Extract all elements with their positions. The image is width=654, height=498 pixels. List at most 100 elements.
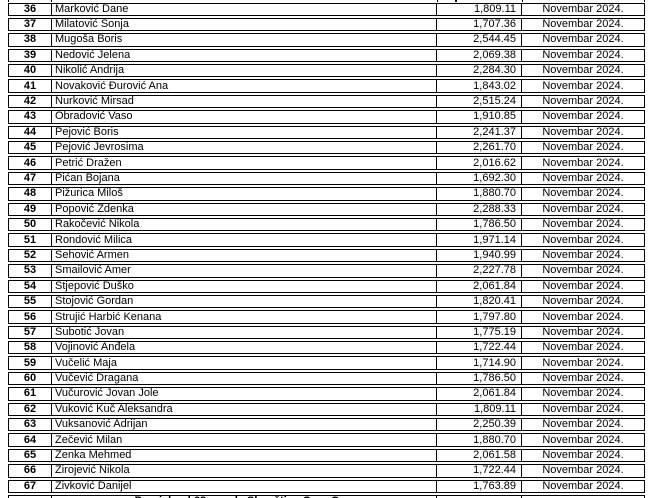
table-row: 47 Pićan Bojana 1,692.30 Novembar 2024.	[8, 171, 645, 186]
employee-name: Strujić Harbić Kenana	[51, 310, 437, 324]
salary-month: Novembar 2024.	[521, 141, 645, 155]
salary-amount: 2,227.78	[436, 264, 522, 278]
salary-month: Novembar 2024.	[521, 110, 645, 124]
table-row: 40 Nikolić Andrija 2,284.30 Novembar 202…	[8, 64, 645, 78]
salary-amount: 1,763.89	[436, 479, 522, 493]
row-number: 36	[8, 2, 52, 16]
table-row: 63 Vuksanović Adrijan 2,250.39 Novembar …	[8, 418, 645, 432]
salary-amount: 2,288.33	[436, 202, 522, 216]
salary-amount: 2,061.84	[436, 279, 522, 293]
employee-name: Zečević Milan	[51, 433, 437, 447]
table-row: 37 Milatović Sonja 1,707.36 Novembar 202…	[8, 17, 645, 32]
salary-month: Novembar 2024.	[521, 479, 645, 493]
row-number: 45	[8, 141, 52, 155]
table-border-stub	[522, 0, 523, 2]
salary-month: Novembar 2024.	[521, 33, 645, 47]
row-number: 38	[8, 33, 52, 47]
table-row: 58 Vojinović Anđela 1,722.44 Novembar 20…	[8, 341, 645, 355]
salary-month: Novembar 2024.	[521, 217, 645, 232]
salary-amount: 1,971.14	[436, 233, 522, 247]
employee-name: Milatović Sonja	[51, 17, 437, 32]
salary-amount: 2,061.58	[436, 448, 522, 463]
row-number: 58	[8, 341, 52, 355]
salary-table: 36 Marković Dane 1,809.11 Novembar 2024.…	[8, 0, 645, 498]
salary-amount: 1,786.50	[436, 371, 522, 386]
table-row: 61 Vučurović Jovan Jole 2,061.84 Novemba…	[8, 387, 645, 401]
table-border-stub	[644, 0, 645, 2]
table-row: 45 Pejović Jevrosima 2,261.70 Novembar 2…	[8, 141, 645, 155]
employee-name: Popović Zdenka	[51, 202, 437, 216]
summary-month	[521, 495, 645, 498]
employee-name: Pejović Boris	[51, 125, 437, 140]
row-number: 47	[8, 171, 52, 186]
salary-month: Novembar 2024.	[521, 79, 645, 93]
employee-name: Pićan Bojana	[51, 171, 437, 186]
salary-amount: 1,880.70	[436, 187, 522, 201]
employee-name: Vuković Kuč Aleksandra	[51, 402, 437, 417]
row-number: 37	[8, 17, 52, 32]
salary-month: Novembar 2024.	[521, 294, 645, 309]
salary-month: Novembar 2024.	[521, 48, 645, 63]
row-number: 51	[8, 233, 52, 247]
table-row: 55 Stojović Gordan 1,820.41 Novembar 202…	[8, 294, 645, 309]
table-row: 56 Strujić Harbić Kenana 1,797.80 Novemb…	[8, 310, 645, 324]
salary-month: Novembar 2024.	[521, 17, 645, 32]
table-row: 62 Vuković Kuč Aleksandra 1,809.11 Novem…	[8, 402, 645, 417]
table-row: 46 Petrić Dražen 2,016.62 Novembar 2024.	[8, 156, 645, 170]
employee-name: Rondović Milica	[51, 233, 437, 247]
table-row: 48 Pižurica Miloš 1,880.70 Novembar 2024…	[8, 187, 645, 201]
row-number: 65	[8, 448, 52, 463]
salary-amount: 2,241.37	[436, 125, 522, 140]
row-number: 55	[8, 294, 52, 309]
table-row: 50 Rakočević Nikola 1,786.50 Novembar 20…	[8, 217, 645, 232]
table-row: 43 Obradović Vaso 1,910.85 Novembar 2024…	[8, 110, 645, 124]
table-row: 57 Subotić Jovan 1,775.19 Novembar 2024.	[8, 325, 645, 340]
employee-name: Obradović Vaso	[51, 110, 437, 124]
table-row: 60 Vučević Dragana 1,786.50 Novembar 202…	[8, 371, 645, 386]
salary-amount: 1,786.50	[436, 217, 522, 232]
salary-month: Novembar 2024.	[521, 202, 645, 216]
row-number: 39	[8, 48, 52, 63]
salary-amount: 1,797.80	[436, 310, 522, 324]
employee-name: Vuksanović Adrijan	[51, 418, 437, 432]
salary-month: Novembar 2024.	[521, 325, 645, 340]
table-border-stub	[8, 0, 9, 2]
row-number: 42	[8, 94, 52, 109]
employee-name: Zenka Mehmed	[51, 448, 437, 463]
salary-month: Novembar 2024.	[521, 94, 645, 109]
row-number: 64	[8, 433, 52, 447]
summary-row: Prosjek od 68 zarada Skupštine Crne Gore	[8, 495, 645, 498]
salary-amount: 1,940.99	[436, 248, 522, 263]
salary-amount: 1,722.44	[436, 464, 522, 478]
salary-month: Novembar 2024.	[521, 2, 645, 16]
salary-amount: 1,722.44	[436, 341, 522, 355]
salary-month: Novembar 2024.	[521, 156, 645, 170]
salary-amount: 1,775.19	[436, 325, 522, 340]
clipped-text-fragment	[455, 0, 457, 2]
salary-amount: 1,692.30	[436, 171, 522, 186]
employee-name: Zirojević Nikola	[51, 464, 437, 478]
table-row: 59 Vučelić Maja 1,714.90 Novembar 2024.	[8, 356, 645, 370]
row-number: 43	[8, 110, 52, 124]
salary-amount: 1,707.36	[436, 17, 522, 32]
row-number: 54	[8, 279, 52, 293]
row-number: 49	[8, 202, 52, 216]
row-number: 62	[8, 402, 52, 417]
row-number: 48	[8, 187, 52, 201]
clipped-previous-row	[8, 0, 645, 2]
row-number: 60	[8, 371, 52, 386]
employee-name: Pejović Jevrosima	[51, 141, 437, 155]
table-row: 36 Marković Dane 1,809.11 Novembar 2024.	[8, 2, 645, 16]
salary-month: Novembar 2024.	[521, 279, 645, 293]
salary-amount: 1,809.11	[436, 402, 522, 417]
row-number: 66	[8, 464, 52, 478]
salary-amount: 2,261.70	[436, 141, 522, 155]
row-number: 63	[8, 418, 52, 432]
employee-name: Vučelić Maja	[51, 356, 437, 370]
salary-amount: 2,284.30	[436, 64, 522, 78]
employee-name: Nikolić Andrija	[51, 64, 437, 78]
table-row: 64 Zečević Milan 1,880.70 Novembar 2024.	[8, 433, 645, 447]
table-row: 54 Stjepović Duško 2,061.84 Novembar 202…	[8, 279, 645, 293]
salary-month: Novembar 2024.	[521, 341, 645, 355]
